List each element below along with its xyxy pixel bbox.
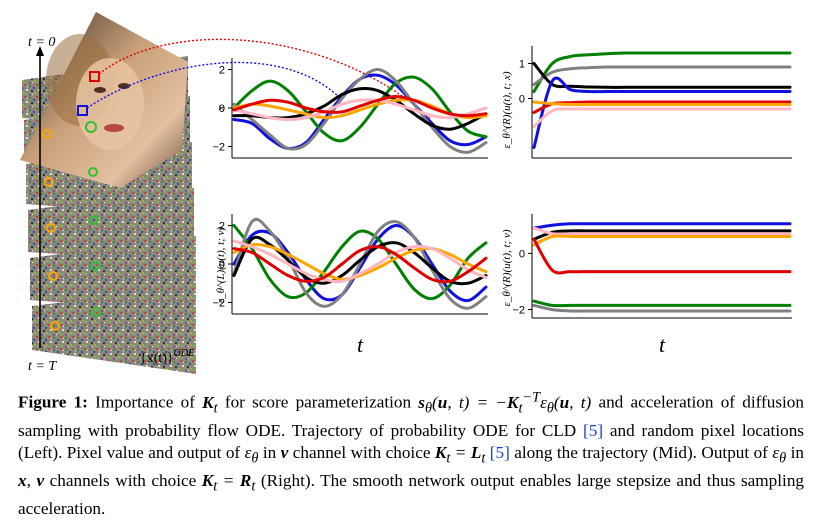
y-axis-label: ε_θ^(R)(u(t), t; x) (501, 71, 513, 148)
y-tick-label: 2 (219, 221, 225, 233)
figure-1: t = 0 t = T {x(t)}ODE 2 0 −2 x 1 0 ε_θ^(R)(u(t… (20, 12, 792, 374)
series-line (532, 65, 792, 86)
citation-5[interactable]: [5] (489, 443, 510, 463)
trajectory-markers (42, 71, 101, 331)
figure-caption: Figure 1: Importance of Kt for score par… (18, 389, 805, 519)
series-line (232, 239, 488, 284)
y-tick-label: 0 (219, 103, 225, 115)
y-tick-label: 0 (219, 259, 225, 271)
series-line (532, 107, 792, 128)
marker-orange (44, 177, 54, 187)
marker-green (91, 307, 101, 317)
marker-orange (50, 321, 60, 331)
series-line (532, 303, 792, 313)
chart-2: 1 0 ε_θ^(R)(u(t), t; x) (501, 46, 792, 159)
y-tick-label: 1 (519, 59, 525, 71)
eye-left (94, 87, 106, 93)
caption-label: Figure 1: (18, 392, 88, 412)
marker-green (85, 121, 97, 133)
citation-5[interactable]: [5] (583, 420, 604, 440)
series-line (232, 75, 488, 143)
marker-green (89, 215, 99, 225)
series-line (532, 299, 792, 308)
series-line (532, 100, 792, 107)
series-line (232, 242, 488, 281)
series-line (232, 68, 488, 154)
face-oval (76, 58, 144, 150)
y-tick-label: 0 (519, 94, 525, 106)
marker-orange (48, 271, 58, 281)
marker-green (90, 261, 100, 271)
marker-blue (77, 105, 88, 116)
y-axis-label: ε_θ^(L)(u(t), t; v) (215, 226, 227, 303)
image-stack (20, 12, 196, 374)
marker-orange (42, 129, 52, 139)
chart-1: 2 0 −2 x (212, 58, 488, 159)
math-K-t: Kt (202, 392, 218, 417)
y-tick-label: 0 (519, 248, 525, 260)
x-axis-label: t (357, 332, 364, 357)
y-tick-label: 2 (219, 65, 225, 77)
series-line (532, 229, 792, 241)
marker-red (89, 71, 100, 82)
y-tick-label: −2 (212, 141, 225, 153)
y-tick-label: −2 (512, 305, 525, 317)
label-t0: t = 0 (28, 35, 55, 50)
trajectory-label: {x(t)}ODE (140, 348, 194, 366)
y-tick-label: −2 (212, 297, 225, 309)
marker-green (88, 167, 98, 177)
y-axis-label: x (215, 105, 227, 111)
mouth (104, 124, 124, 132)
series-line (532, 76, 792, 149)
series-line (232, 98, 488, 122)
series-line (232, 217, 488, 310)
math-score: sθ(u, t) = −Kt−Tεθ(u, t) (418, 389, 592, 417)
series-line (532, 100, 792, 114)
connector-blue (86, 61, 341, 109)
series-line (532, 62, 792, 89)
series-line (532, 226, 792, 236)
chart-3: 2 0 −2ε_θ^(L)(u(t), t; v) t (212, 214, 488, 357)
marker-orange (46, 223, 56, 233)
chart-4: 0 −2ε_θ^(R)(u(t), t; v) t (501, 214, 792, 357)
connector-red (98, 38, 431, 119)
label-tT: t = T (28, 359, 57, 374)
series-line (532, 234, 792, 247)
series-line (532, 237, 792, 275)
y-axis-label: ε_θ^(R)(u(t), t; v) (501, 229, 513, 306)
eye-right (118, 83, 130, 89)
series-line (232, 245, 488, 284)
series-line (532, 222, 792, 230)
series-line (532, 51, 792, 93)
time-axis-arrow (36, 46, 44, 56)
series-line (232, 94, 488, 118)
x-axis-label: t (659, 332, 666, 357)
